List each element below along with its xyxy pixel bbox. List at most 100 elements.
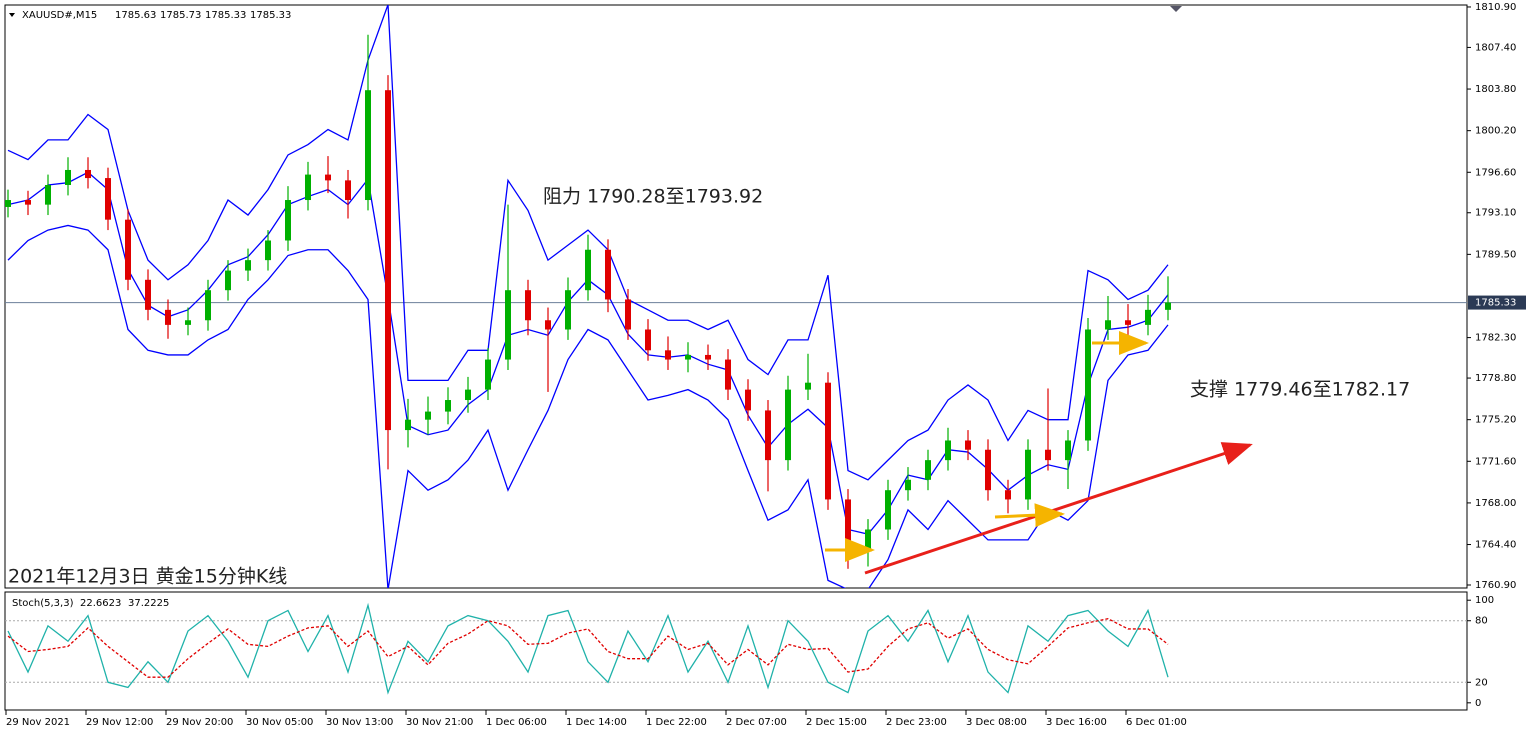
candle-body — [305, 174, 311, 201]
candle-body — [25, 200, 31, 205]
main-plot — [5, 5, 1467, 588]
candle-body — [265, 240, 271, 261]
ohlc-value: 1785.33 — [250, 10, 291, 21]
ohlc-value: 1785.63 — [115, 10, 156, 21]
candle-body — [745, 389, 751, 411]
menu-triangle — [9, 13, 15, 17]
candle-body — [405, 419, 411, 431]
candle-body — [525, 290, 531, 321]
y-tick-label: 1800.20 — [1475, 126, 1516, 137]
candle-body — [1105, 320, 1111, 330]
candle-body — [645, 329, 651, 351]
candle-body — [325, 174, 331, 181]
candle-body — [285, 200, 291, 241]
symbol: XAUUSD#,M15 — [22, 10, 97, 21]
candle-body — [445, 400, 451, 412]
candle-body — [845, 499, 851, 551]
y-tick-label: 1803.80 — [1475, 84, 1516, 95]
y-tick-label: 1771.60 — [1475, 456, 1516, 467]
y-tick-label: 20 — [1475, 677, 1488, 688]
candle-body — [1125, 320, 1131, 325]
y-tick-label: 1789.50 — [1475, 249, 1516, 260]
candle-body — [765, 410, 771, 461]
candle-body — [465, 389, 471, 401]
main-frame — [4, 4, 1468, 589]
y-tick-label: 1764.40 — [1475, 540, 1516, 551]
candle-body — [345, 180, 351, 201]
candle-body — [1065, 440, 1071, 461]
y-tick-label: 100 — [1475, 595, 1494, 606]
x-tick-label: 29 Nov 20:00 — [166, 717, 233, 728]
annotation: 支撑 1779.46至1782.17 — [1190, 379, 1410, 401]
x-tick-label: 3 Dec 16:00 — [1046, 717, 1107, 728]
x-tick-label: 2 Dec 15:00 — [806, 717, 867, 728]
stoch-value: 22.6623 — [80, 598, 121, 609]
candle-body — [385, 90, 391, 431]
y-tick-label: 80 — [1475, 616, 1488, 627]
x-tick-label: 1 Dec 14:00 — [566, 717, 627, 728]
stoch-title: Stoch(5,3,3) — [12, 598, 74, 609]
y-tick-label: 1768.00 — [1475, 498, 1516, 509]
candle-body — [145, 279, 151, 310]
candle-body — [965, 440, 971, 450]
candle-body — [665, 350, 671, 360]
y-tick-label: 1775.20 — [1475, 415, 1516, 426]
bollinger-band — [7, 171, 1169, 535]
candle-body — [625, 299, 631, 330]
candle-body — [125, 219, 131, 280]
candle-body — [905, 479, 911, 491]
candle-body — [1045, 449, 1051, 461]
candle-body — [705, 354, 711, 360]
y-tick-label: 1778.80 — [1475, 373, 1516, 384]
candle-body — [565, 290, 571, 330]
y-tick-label: 1810.90 — [1475, 2, 1516, 13]
support-arrow — [994, 503, 1065, 528]
ohlc-value: 1785.73 — [160, 10, 201, 21]
y-tick-label: 0 — [1475, 698, 1481, 709]
annotation: 阻力 1790.28至1793.92 — [543, 186, 763, 208]
candle-body — [85, 169, 91, 179]
current-price-label: 1785.33 — [1475, 298, 1516, 309]
stoch-frame — [4, 591, 1468, 711]
candle-body — [805, 382, 811, 390]
candle-body — [105, 178, 111, 220]
candle-body — [505, 290, 511, 360]
x-tick-label: 3 Dec 08:00 — [966, 717, 1027, 728]
candle-body — [545, 320, 551, 330]
candle-body — [1145, 309, 1151, 325]
y-tick-label: 1782.30 — [1475, 333, 1516, 344]
candle-body — [425, 411, 431, 420]
ohlc-value: 1785.33 — [205, 10, 246, 21]
candle-body — [225, 270, 231, 291]
candle-body — [865, 529, 871, 551]
candle-body — [785, 389, 791, 461]
candle-body — [885, 490, 891, 530]
x-tick-label: 1 Dec 22:00 — [646, 717, 707, 728]
y-tick-label: 1760.90 — [1475, 580, 1516, 591]
candle-body — [1085, 329, 1091, 441]
axes: 1810.90 1807.40 1803.80 1800.20 1796.60 1793.… — [5, 2, 1526, 728]
x-tick-label: 1 Dec 06:00 — [486, 717, 547, 728]
x-tick-label: 2 Dec 23:00 — [886, 717, 947, 728]
x-tick-label: 30 Nov 05:00 — [246, 717, 313, 728]
x-tick-label: 29 Nov 12:00 — [86, 717, 153, 728]
bollinger-band — [7, 5, 1169, 481]
candle-body — [205, 290, 211, 321]
x-tick-label: 6 Dec 01:00 — [1126, 717, 1187, 728]
stoch-line — [7, 602, 1169, 695]
trend-arrow — [864, 442, 1253, 575]
annotation: 2021年12月3日 黄金15分钟K线 — [8, 566, 287, 588]
x-tick-label: 30 Nov 21:00 — [406, 717, 473, 728]
candle-body — [825, 382, 831, 500]
candle-body — [685, 354, 691, 360]
candle-body — [165, 309, 171, 325]
stoch-value: 37.2225 — [128, 598, 169, 609]
y-tick-label: 1807.40 — [1475, 42, 1516, 53]
x-tick-label: 29 Nov 2021 — [6, 717, 70, 728]
candle-body — [185, 320, 191, 325]
candle-body — [65, 169, 71, 185]
candle-body — [585, 249, 591, 291]
x-tick-label: 2 Dec 07:00 — [726, 717, 787, 728]
shift-marker — [1170, 6, 1182, 12]
